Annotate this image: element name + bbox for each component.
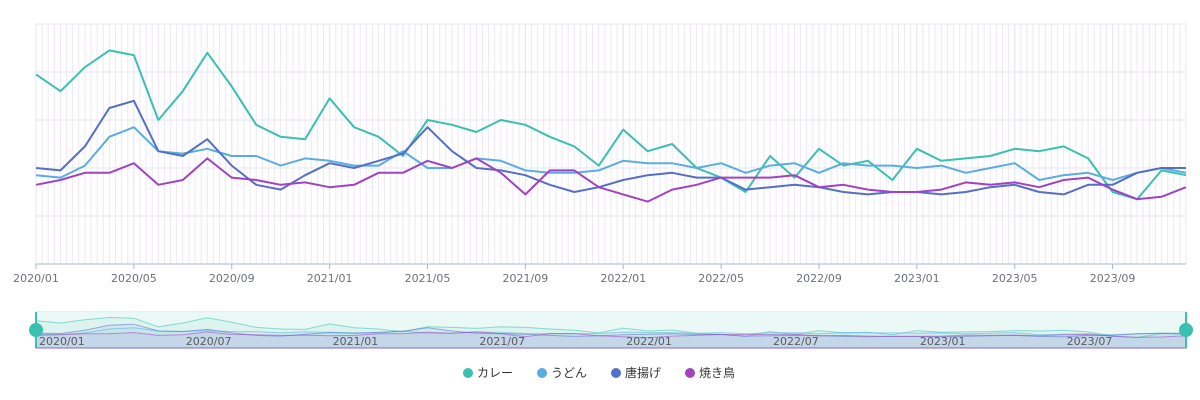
zoom-tick-label: 2020/07 xyxy=(186,335,232,348)
x-tick-label: 2021/05 xyxy=(405,272,451,285)
x-tick-label: 2023/09 xyxy=(1090,272,1136,285)
zoom-left-handle[interactable] xyxy=(29,323,43,337)
legend-label: うどん xyxy=(551,366,587,380)
legend-label: カレー xyxy=(477,366,513,380)
series-line-うどん xyxy=(35,126,1187,181)
zoom-tick-label: 2023/07 xyxy=(1067,335,1113,348)
series-line-カレー xyxy=(35,49,1187,201)
legend-label: 焼き鳥 xyxy=(699,365,735,380)
x-tick-label: 2023/05 xyxy=(992,272,1038,285)
x-axis: 2020/01 2020/05 2020/09 2021/01 2021/05 2021/… xyxy=(13,24,1135,285)
x-tick-label: 2020/01 xyxy=(13,272,59,285)
legend-label: 唐揚げ xyxy=(625,365,661,380)
zoom-tick-label: 2022/01 xyxy=(626,335,672,348)
x-tick-label: 2020/09 xyxy=(209,272,255,285)
zoom-preview-焼き鳥 xyxy=(35,331,1187,349)
x-tick-label: 2021/01 xyxy=(307,272,353,285)
legend-marker xyxy=(463,368,473,378)
legend-item-うどん[interactable]: うどん xyxy=(537,366,587,380)
x-tick-label: 2022/05 xyxy=(698,272,744,285)
y-gridlines xyxy=(36,23,1186,265)
x-tick-label: 2023/01 xyxy=(894,272,940,285)
legend-item-カレー[interactable]: カレー xyxy=(463,366,513,380)
series-line-唐揚げ xyxy=(35,99,1186,196)
zoom-tick-label: 2020/01 xyxy=(39,335,85,348)
x-tick-label: 2022/01 xyxy=(600,272,646,285)
minor-gridlines xyxy=(35,24,1187,264)
legend-marker xyxy=(611,368,621,378)
legend-marker xyxy=(537,368,547,378)
series-lines xyxy=(35,49,1187,203)
series-line-焼き鳥 xyxy=(35,157,1187,203)
x-tick-label: 2022/09 xyxy=(796,272,842,285)
x-tick-label: 2020/05 xyxy=(111,272,157,285)
x-tick-label: 2021/09 xyxy=(503,272,549,285)
zoom-tick-label: 2023/01 xyxy=(920,335,966,348)
zoom-tick-label: 2021/01 xyxy=(333,335,379,348)
zoom-tick-label: 2022/07 xyxy=(773,335,819,348)
data-zoom-slider[interactable]: 2020/01 2020/07 2021/01 2021/07 2022/01 2022/… xyxy=(29,311,1193,349)
zoom-right-handle[interactable] xyxy=(1179,323,1193,337)
legend: カレー うどん 唐揚げ 焼き鳥 xyxy=(463,365,735,380)
zoom-tick-label: 2021/07 xyxy=(479,335,525,348)
legend-item-唐揚げ[interactable]: 唐揚げ xyxy=(611,365,661,380)
legend-item-焼き鳥[interactable]: 焼き鳥 xyxy=(685,365,735,380)
legend-marker xyxy=(685,368,695,378)
